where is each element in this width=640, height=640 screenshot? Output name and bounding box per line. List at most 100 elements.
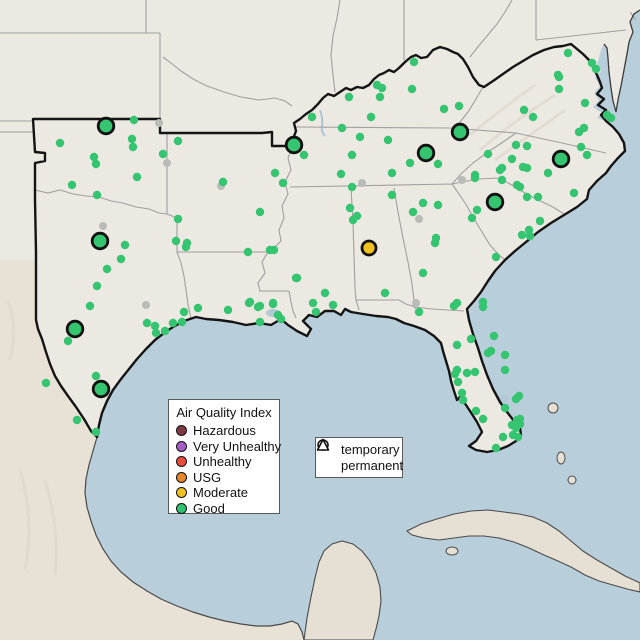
- station-marker-good: [498, 432, 508, 442]
- station-marker-good: [55, 138, 65, 148]
- isla-juventud-island: [445, 546, 459, 556]
- station-marker-good: [462, 368, 472, 378]
- station-marker-good: [418, 268, 428, 278]
- station-marker-good: [63, 336, 73, 346]
- station-marker-good: [535, 216, 545, 226]
- station-marker-good: [519, 105, 529, 115]
- station-marker-good: [92, 190, 102, 200]
- station-marker-good: [405, 158, 415, 168]
- station-marker-good: [270, 168, 280, 178]
- station-marker-no-data: [99, 222, 107, 230]
- station-marker-good: [67, 180, 77, 190]
- station-marker-good: [512, 180, 522, 190]
- aqi-legend-label: Hazardous: [193, 423, 256, 439]
- temporary-station-marker-good: [91, 379, 111, 399]
- station-marker-good: [491, 443, 501, 453]
- station-marker-no-data: [412, 299, 420, 307]
- aqi-legend-item-good: Good: [176, 501, 272, 517]
- station-marker-good: [151, 328, 161, 338]
- station-marker-good: [414, 307, 424, 317]
- station-marker-good: [292, 273, 302, 283]
- station-marker-good: [454, 101, 464, 111]
- station-marker-good: [92, 281, 102, 291]
- very-unhealthy-swatch-icon: [176, 440, 187, 452]
- station-marker-good: [500, 350, 510, 360]
- legend-permanent-label: permanent: [341, 457, 404, 473]
- station-marker-good: [580, 98, 590, 108]
- station-marker-good: [182, 238, 192, 248]
- usg-swatch-icon: [176, 471, 187, 483]
- hazardous-swatch-icon: [176, 425, 187, 437]
- station-marker-good: [491, 252, 501, 262]
- station-marker-good: [328, 300, 338, 310]
- station-marker-good: [507, 154, 517, 164]
- moderate-swatch-icon: [176, 487, 187, 499]
- station-marker-good: [495, 165, 505, 175]
- station-marker-good: [268, 298, 278, 308]
- bahamas-islands: [547, 402, 577, 485]
- aqi-legend-label: Moderate: [193, 485, 248, 501]
- station-marker-good: [606, 113, 616, 123]
- temporary-station-marker-good: [416, 143, 436, 163]
- northeast-coastline: [603, 9, 640, 113]
- station-marker-good: [383, 135, 393, 145]
- station-marker-good: [409, 57, 419, 67]
- station-marker-good: [278, 178, 288, 188]
- station-marker-no-data: [163, 159, 171, 167]
- station-marker-good: [500, 365, 510, 375]
- station-marker-good: [377, 83, 387, 93]
- station-type-legend: temporary permanent: [315, 437, 403, 478]
- station-marker-good: [168, 318, 178, 328]
- aqi-legend-item-usg: USG: [176, 470, 272, 486]
- temporary-station-marker-good: [284, 135, 304, 155]
- station-marker-good: [563, 48, 573, 58]
- station-marker-good: [408, 207, 418, 217]
- station-marker-good: [336, 169, 346, 179]
- temporary-station-marker-moderate: [360, 239, 378, 257]
- station-marker-good: [116, 254, 126, 264]
- station-marker-good: [299, 150, 309, 160]
- station-marker-good: [543, 168, 553, 178]
- station-marker-good: [132, 172, 142, 182]
- aqi-legend-item-moderate: Moderate: [176, 485, 272, 501]
- aqi-legend-label: USG: [193, 469, 222, 485]
- terrain-relief: [6, 83, 566, 576]
- station-marker-good: [452, 298, 462, 308]
- station-marker-good: [522, 163, 532, 173]
- aqi-legend-item-unhealthy: Unhealthy: [176, 454, 272, 470]
- station-marker-good: [218, 177, 228, 187]
- station-marker-good: [120, 240, 130, 250]
- temporary-station-marker-good: [485, 192, 505, 212]
- station-marker-good: [513, 432, 523, 442]
- station-marker-good: [173, 214, 183, 224]
- station-marker-good: [524, 225, 534, 235]
- temporary-station-marker-good: [90, 231, 110, 251]
- station-marker-good: [576, 142, 586, 152]
- station-marker-good: [193, 303, 203, 313]
- station-marker-good: [478, 414, 488, 424]
- station-marker-good: [337, 123, 347, 133]
- aqi-legend-label: Very Unhealthy: [193, 438, 282, 454]
- station-marker-good: [517, 230, 527, 240]
- station-marker-good: [470, 367, 480, 377]
- station-marker-good: [587, 58, 597, 68]
- station-marker-good: [458, 395, 468, 405]
- station-marker-good: [41, 378, 51, 388]
- station-marker-good: [308, 298, 318, 308]
- station-marker-good: [91, 427, 101, 437]
- station-marker-good: [579, 123, 589, 133]
- station-marker-good: [127, 134, 137, 144]
- station-marker-good: [450, 369, 460, 379]
- aqi-legend-title: Air Quality Index: [176, 405, 272, 420]
- station-marker-good: [255, 317, 265, 327]
- station-marker-good: [91, 371, 101, 381]
- station-marker-good: [486, 346, 496, 356]
- station-marker-good: [173, 136, 183, 146]
- station-marker-good: [528, 112, 538, 122]
- station-marker-good: [500, 403, 510, 413]
- station-marker-good: [489, 331, 499, 341]
- station-marker-good: [355, 132, 365, 142]
